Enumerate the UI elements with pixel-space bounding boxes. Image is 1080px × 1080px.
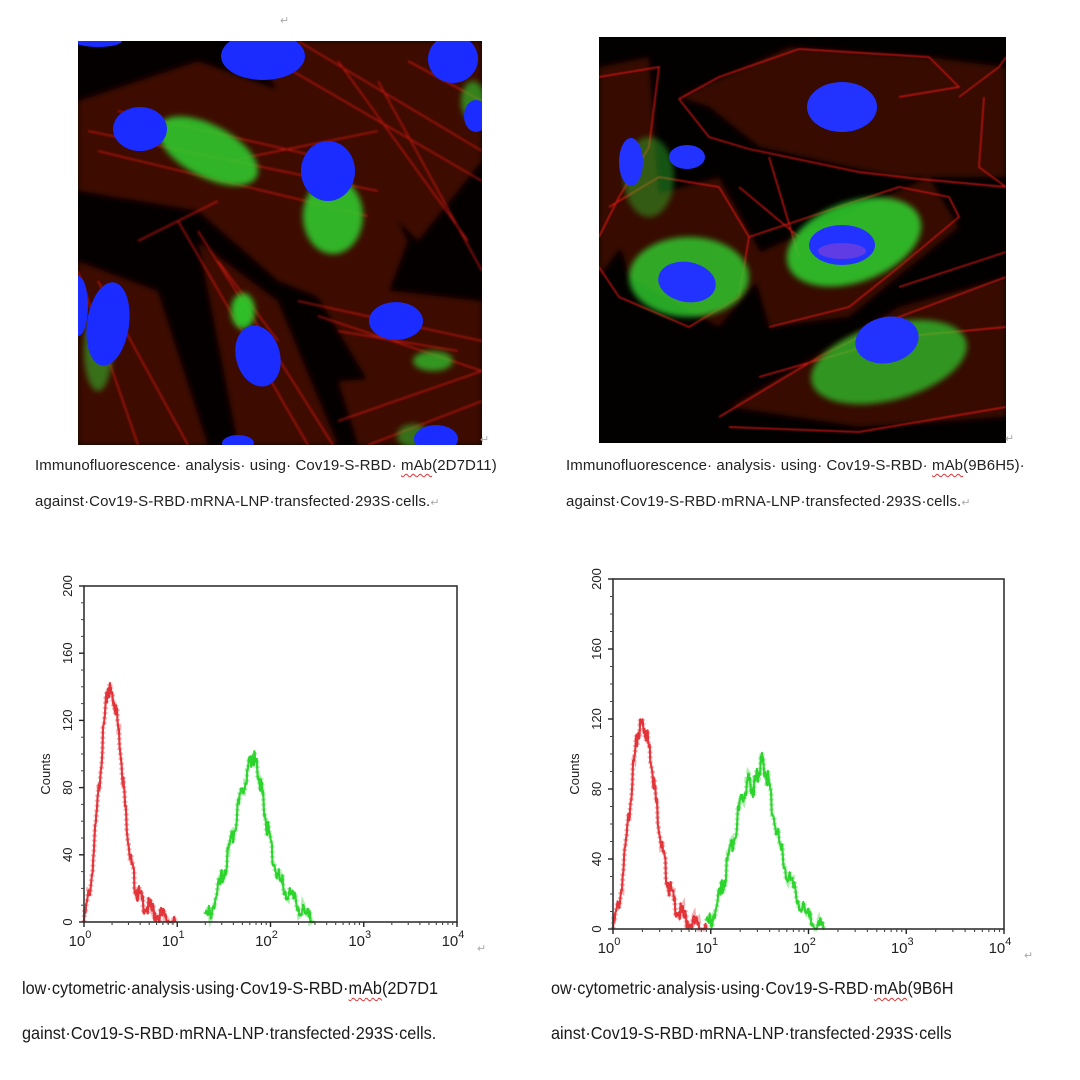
paragraph-mark: ↵ — [1024, 950, 1033, 962]
x-tick-exponent: 2 — [272, 929, 278, 941]
if-caption-2-line-1: Immunofluorescence· analysis· using· Cov… — [566, 457, 1025, 474]
caption-text: (2D7D11) — [432, 457, 497, 474]
histogram-series — [611, 718, 708, 931]
flow-histogram-2: 0 40 80 120 160 200 Counts 100 101 102 103 104 ↵ — [560, 562, 1040, 972]
histogram-series-noise — [81, 682, 178, 928]
y-axis-label: Counts — [567, 753, 582, 795]
if-caption-2-line-2: against·Cov19-S-RBD·mRNA-LNP·transfected… — [566, 493, 971, 510]
histogram-series-noise — [202, 750, 315, 928]
immunofluorescence-image-2 — [599, 37, 1006, 443]
caption-text: (9B6H — [907, 978, 954, 998]
x-tick-label: 100 — [69, 929, 92, 950]
x-tick-exponent: 3 — [365, 929, 371, 941]
y-tick-label: 120 — [60, 710, 75, 732]
histogram-series — [705, 751, 825, 931]
x-tick-label: 104 — [442, 929, 465, 950]
histogram-series-noise — [703, 752, 826, 937]
x-tick-label: 104 — [989, 936, 1012, 957]
x-tick-label: 101 — [695, 936, 718, 957]
x-tick-exponent: 4 — [1005, 936, 1011, 948]
y-tick-label: 40 — [589, 852, 604, 866]
micrograph-9b6h5 — [599, 37, 1006, 443]
micrograph-2d7d11 — [78, 41, 482, 445]
y-tick-label: 0 — [60, 918, 75, 925]
caption-text: Immunofluorescence· analysis· using· Cov… — [35, 457, 401, 474]
y-tick-label: 160 — [60, 642, 75, 664]
spellcheck-word: mAb — [931, 457, 964, 474]
caption-text: against·Cov19-S-RBD·mRNA-LNP·transfected… — [566, 493, 962, 510]
paragraph-mark: ↵ — [477, 943, 486, 955]
spellcheck-word: mAb — [873, 978, 908, 998]
caption-text: (9B6H5)· — [963, 457, 1025, 474]
fc-caption-2-line-2: ainst·Cov19-S-RBD·mRNA-LNP·transfected·2… — [551, 1023, 1061, 1051]
x-tick-exponent: 1 — [712, 936, 718, 948]
x-tick-label: 103 — [348, 929, 371, 950]
if-caption-1-line-2: against·Cov19-S-RBD·mRNA-LNP·transfected… — [35, 493, 440, 510]
paragraph-mark: ↵ — [480, 434, 490, 446]
caption-text: Immunofluorescence· analysis· using· Cov… — [566, 457, 932, 474]
plot-frame — [612, 578, 1005, 930]
x-tick-exponent: 3 — [908, 936, 914, 948]
y-tick-label: 40 — [60, 848, 75, 862]
caption-text: ow·cytometric·analysis·using·Cov19-S-RBD… — [551, 978, 874, 998]
y-tick-label: 200 — [60, 575, 75, 597]
spellcheck-word: mAb — [348, 978, 382, 998]
y-tick-label: 200 — [589, 568, 604, 590]
paragraph-mark: ↵ — [430, 497, 440, 509]
plot-frame — [83, 585, 458, 923]
y-tick-label: 80 — [60, 780, 75, 794]
y-tick-label: 120 — [589, 708, 604, 730]
fc-caption-2-line-1: ow·cytometric·analysis·using·Cov19-S-RBD… — [551, 978, 1061, 1006]
caption-text: ainst·Cov19-S-RBD·mRNA-LNP·transfected·2… — [551, 1023, 952, 1043]
if-caption-1-line-1: Immunofluorescence· analysis· using· Cov… — [35, 457, 497, 474]
y-axis-label: Counts — [38, 753, 53, 795]
x-tick-exponent: 1 — [179, 929, 185, 941]
immunofluorescence-image-1 — [78, 41, 482, 445]
x-tick-label: 101 — [162, 929, 185, 950]
paragraph-mark: ↵ — [961, 497, 971, 509]
x-tick-exponent: 0 — [85, 929, 91, 941]
histogram-series — [82, 681, 177, 924]
nucleus — [113, 107, 167, 151]
fc-caption-1-line-2: gainst·Cov19-S-RBD·mRNA-LNP·transfected·… — [22, 1023, 542, 1051]
x-tick-exponent: 0 — [614, 936, 620, 948]
spellcheck-word: mAb — [400, 457, 433, 474]
x-tick-label: 102 — [255, 929, 278, 950]
flow-histogram-1: 0 40 80 120 160 200 Counts 100 101 102 103 104 ↵ — [30, 570, 490, 970]
fc-caption-1-line-1: low·cytometric·analysis·using·Cov19-S-RB… — [22, 978, 542, 1006]
x-tick-label: 103 — [891, 936, 914, 957]
y-tick-label: 80 — [589, 782, 604, 796]
caption-text: against·Cov19-S-RBD·mRNA-LNP·transfected… — [35, 493, 431, 510]
x-tick-exponent: 4 — [458, 929, 464, 941]
caption-text: (2D7D1 — [381, 978, 439, 998]
paragraph-mark: ↵ — [1005, 433, 1015, 445]
x-tick-label: 102 — [793, 936, 816, 957]
y-tick-label: 0 — [589, 925, 604, 932]
histogram-series-noise — [610, 718, 709, 936]
caption-text: low·cytometric·analysis·using·Cov19-S-RB… — [22, 978, 349, 998]
x-tick-label: 100 — [598, 936, 621, 957]
paragraph-mark: ↵ — [280, 15, 290, 27]
histogram-series — [204, 750, 316, 924]
caption-text: gainst·Cov19-S-RBD·mRNA-LNP·transfected·… — [22, 1023, 437, 1043]
y-tick-label: 160 — [589, 638, 604, 660]
x-tick-exponent: 2 — [810, 936, 816, 948]
